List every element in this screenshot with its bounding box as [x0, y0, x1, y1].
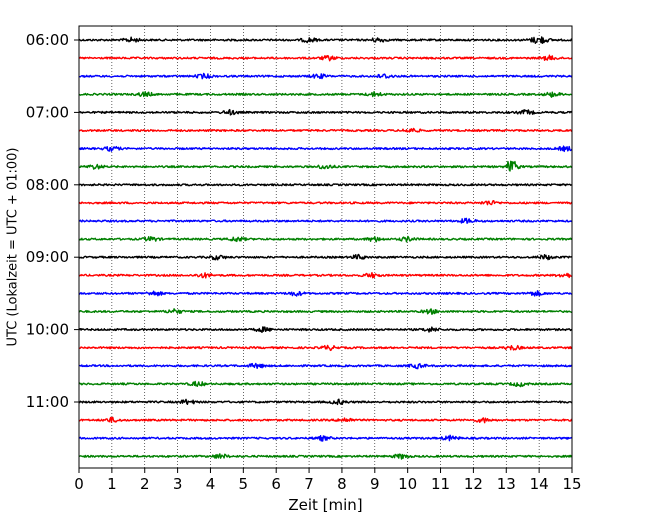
trace-line [78, 108, 573, 116]
y-axis-ticks: 06:00 07:00 08:00 09:00 10:00 11:00 [26, 31, 79, 411]
trace-lines [78, 36, 573, 460]
x-tick-label: 15 [562, 475, 581, 493]
y-tick-label: 07:00 [26, 103, 69, 121]
x-tick-label: 8 [337, 475, 347, 493]
x-tick-label: 4 [206, 475, 216, 493]
trace-line [78, 453, 573, 460]
x-tick-label: 9 [370, 475, 380, 493]
trace-line [78, 380, 573, 388]
x-axis-label: Zeit [min] [288, 496, 362, 514]
trace-line [78, 217, 573, 224]
x-tick-label: 11 [431, 475, 450, 493]
trace-line [78, 416, 573, 424]
x-tick-label: 2 [140, 475, 150, 493]
trace-line [78, 127, 573, 133]
trace-line [78, 90, 573, 98]
trace-line [78, 36, 573, 44]
x-axis-ticks: 0 1 2 3 4 5 6 7 8 9 10 11 12 13 14 15 [74, 468, 582, 493]
x-tick-label: 1 [107, 475, 117, 493]
trace-line [78, 290, 573, 297]
trace-line [78, 344, 573, 352]
trace-line [78, 54, 573, 62]
x-tick-label: 12 [464, 475, 483, 493]
trace-line [78, 160, 573, 172]
x-tick-label: 0 [74, 475, 84, 493]
trace-line [78, 326, 573, 333]
y-axis-label: UTC (Lokalzeit = UTC + 01:00) [6, 148, 21, 347]
y-tick-label: 09:00 [26, 248, 69, 266]
trace-line [78, 398, 573, 406]
y-tick-label: 06:00 [26, 31, 69, 49]
x-tick-label: 14 [530, 475, 549, 493]
x-tick-label: 5 [239, 475, 249, 493]
y-tick-label: 08:00 [26, 176, 69, 194]
x-tick-label: 10 [398, 475, 417, 493]
x-tick-label: 7 [304, 475, 314, 493]
trace-line [78, 145, 573, 153]
trace-line [78, 183, 573, 187]
trace-line [78, 72, 573, 80]
trace-line [78, 199, 573, 206]
trace-line [78, 235, 573, 243]
trace-line [78, 271, 573, 279]
y-tick-label: 10:00 [26, 321, 69, 339]
plot-frame [78, 25, 573, 469]
trace-line [78, 308, 573, 315]
x-tick-label: 6 [271, 475, 281, 493]
x-tick-label: 3 [173, 475, 183, 493]
trace-line [78, 362, 573, 370]
trace-line [78, 434, 573, 442]
x-tick-label: 13 [497, 475, 516, 493]
y-tick-label: 11:00 [26, 393, 69, 411]
trace-line [78, 253, 573, 261]
